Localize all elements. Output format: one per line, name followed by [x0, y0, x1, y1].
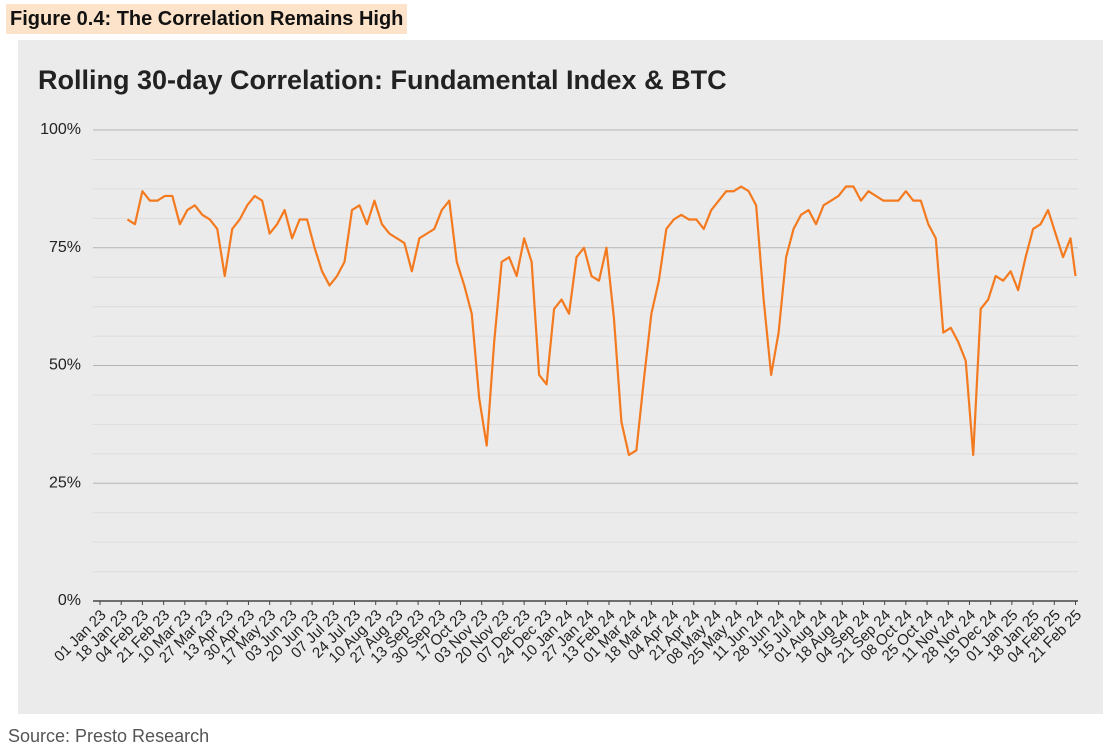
chart-title: Rolling 30-day Correlation: Fundamental …: [38, 65, 727, 95]
y-tick-label: 50%: [49, 357, 81, 374]
chart: Rolling 30-day Correlation: Fundamental …: [18, 40, 1103, 714]
y-tick-label: 0%: [58, 592, 81, 609]
data-line: [126, 185, 1077, 457]
source: Source: Presto Research: [8, 726, 210, 746]
y-tick-label: 75%: [49, 239, 81, 256]
y-tick-label: 25%: [49, 474, 81, 491]
y-tick-label: 100%: [40, 121, 81, 138]
figure-label: Figure 0.4: The Correlation Remains High: [6, 4, 408, 34]
